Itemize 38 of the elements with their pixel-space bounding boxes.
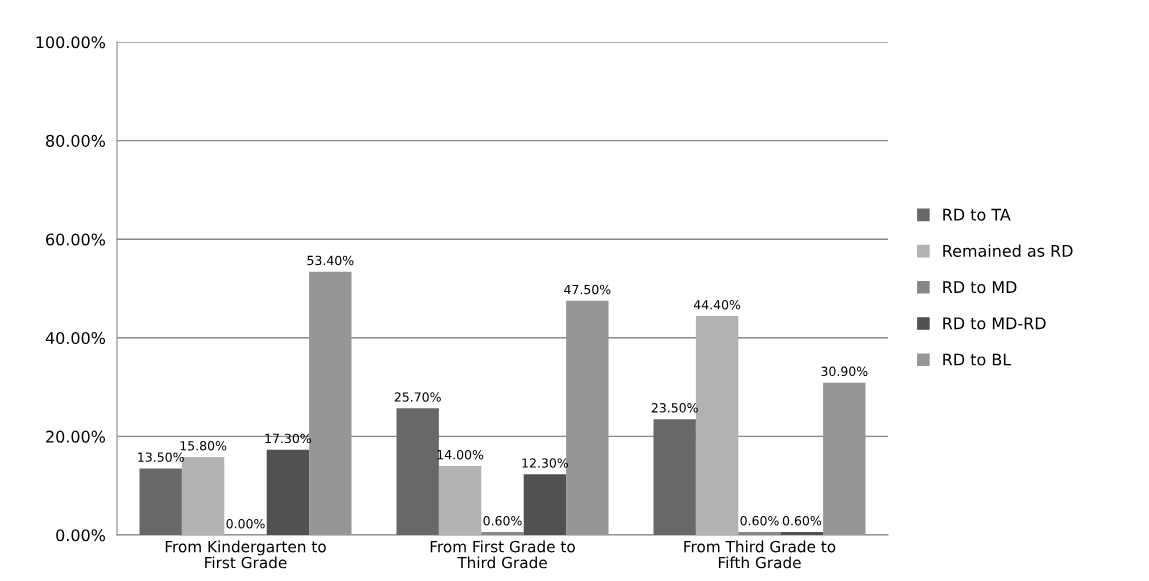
data-label: 23.50% <box>651 403 698 413</box>
bar <box>266 449 310 535</box>
data-label: 53.40% <box>307 255 354 266</box>
data-label: 0.60% <box>782 516 822 526</box>
legend-label: RD to BL <box>943 353 1012 366</box>
y-tick-label: 20.00% <box>46 430 106 443</box>
x-tick-label: From Kindergarten to First Grade <box>165 540 326 569</box>
y-tick-label: 40.00% <box>45 332 106 345</box>
bar <box>523 474 567 535</box>
data-label: 30.90% <box>821 366 868 377</box>
bar <box>823 382 866 535</box>
y-tick-label: 60.00% <box>46 233 106 246</box>
legend-label: RD to TA <box>943 208 1011 221</box>
x-tick-label: From First Grade to Third Grade <box>430 540 575 569</box>
legend-label: Remained as RD <box>943 244 1073 257</box>
data-label: 15.80% <box>180 441 227 451</box>
bar <box>139 468 182 535</box>
data-label: 47.50% <box>564 284 611 295</box>
y-tick-label: 80.00% <box>46 134 106 147</box>
x-tick-label: From Third Grade to Fifth Grade <box>684 540 836 569</box>
legend-label: RD to MD <box>943 281 1017 294</box>
bar <box>309 271 352 535</box>
bar <box>780 532 824 535</box>
data-label: 0.60% <box>740 516 779 526</box>
data-label: 13.50% <box>138 452 184 462</box>
bar <box>396 408 439 535</box>
data-label: 0.00% <box>226 518 265 529</box>
bar <box>438 465 482 535</box>
data-label: 44.40% <box>693 300 741 310</box>
data-label: 0.60% <box>483 516 522 526</box>
y-tick-label: 0.00% <box>56 529 106 542</box>
y-tick-label: 100.00% <box>36 36 106 49</box>
data-label: 12.30% <box>522 458 569 468</box>
legend-label: RD to MD-RD <box>943 317 1046 330</box>
data-label: 25.70% <box>394 392 441 402</box>
bar <box>653 419 696 535</box>
data-label: 17.30% <box>265 433 312 444</box>
bar <box>566 300 609 535</box>
